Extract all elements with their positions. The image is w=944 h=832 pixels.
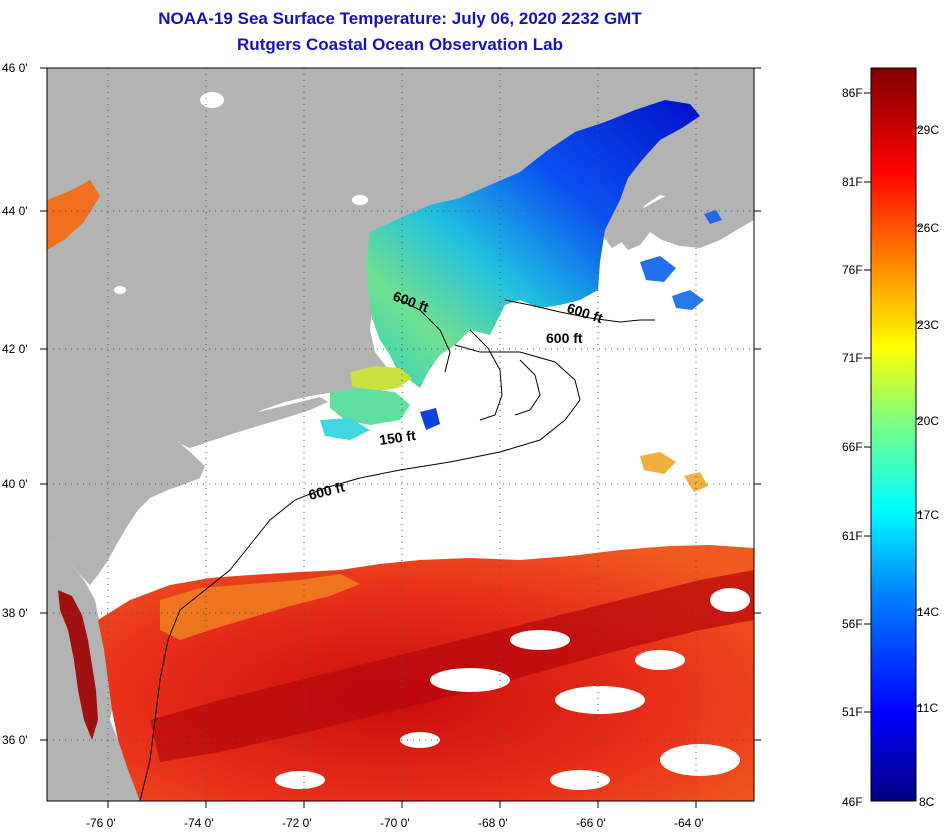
colorbar-c-label: 14C <box>917 605 939 619</box>
cape-cod-warm-patch <box>350 366 412 392</box>
axis-ticks <box>40 67 761 808</box>
chesapeake-bay <box>58 590 98 740</box>
long-island <box>178 397 328 448</box>
colorbar-f-label: 86F <box>842 86 863 100</box>
land-mass <box>47 68 754 585</box>
colorbar-c-label: 23C <box>917 318 939 332</box>
depth-contours <box>139 299 655 802</box>
map-title: NOAA-19 Sea Surface Temperature: July 06… <box>158 9 642 28</box>
colorbar-f-label: 61F <box>842 529 863 543</box>
lon-label: -66 0' <box>576 816 606 830</box>
lon-label: -68 0' <box>478 816 508 830</box>
west-warm-patch <box>47 180 100 250</box>
colorbar-f-label: 51F <box>842 705 863 719</box>
lat-label: 40 0' <box>2 477 28 491</box>
lat-label: 36 0' <box>2 733 28 747</box>
lon-label: -76 0' <box>86 816 116 830</box>
depth-label: 600 ft <box>546 330 583 346</box>
shelf-edge-orange <box>160 574 360 640</box>
colorbar-ticks <box>864 92 922 713</box>
nova-scotia-land <box>620 150 754 250</box>
colorbar-c-label: 29C <box>917 123 939 137</box>
colorbar <box>870 67 917 802</box>
map-border <box>46 67 755 802</box>
cloud-cover <box>275 588 750 790</box>
lat-label: 38 0' <box>2 606 28 620</box>
cyan-patch <box>320 418 370 440</box>
blue-patch-3 <box>420 408 440 430</box>
lat-label: 44 0' <box>2 204 28 218</box>
lon-label: -70 0' <box>380 816 410 830</box>
lat-label: 42 0' <box>2 342 28 356</box>
depth-label: 150 ft <box>378 427 417 448</box>
colorbar-f-label: 66F <box>842 440 863 454</box>
colorbar-f-label: 56F <box>842 617 863 631</box>
map-subtitle: Rutgers Coastal Ocean Observation Lab <box>237 35 563 54</box>
colorbar-c-label: 26C <box>917 221 939 235</box>
graticule <box>47 68 754 801</box>
east-warm-patch <box>640 452 676 474</box>
blue-patch-2 <box>672 290 704 310</box>
lon-label: -64 0' <box>674 816 704 830</box>
colorbar-f-label: 71F <box>842 351 863 365</box>
gulf-stream-core <box>150 570 754 762</box>
lon-label: -74 0' <box>184 816 214 830</box>
colorbar-c-label: 8C <box>919 795 935 809</box>
blue-patch-1 <box>640 256 676 282</box>
gulf-of-maine-cold-water <box>366 100 700 388</box>
nantucket-shoals-water <box>330 388 410 425</box>
colorbar-c-label: 11C <box>917 701 938 715</box>
colorbar-c-label: 20C <box>917 414 939 428</box>
lon-label: -72 0' <box>282 816 312 830</box>
colorbar-f-label: 81F <box>842 175 863 189</box>
colorbar-f-label: 46F <box>842 795 863 809</box>
blue-patch-4 <box>704 210 722 224</box>
colorbar-f-label: 76F <box>842 263 863 277</box>
lat-label: 46 0' <box>2 61 28 75</box>
colorbar-c-label: 17C <box>917 508 939 522</box>
